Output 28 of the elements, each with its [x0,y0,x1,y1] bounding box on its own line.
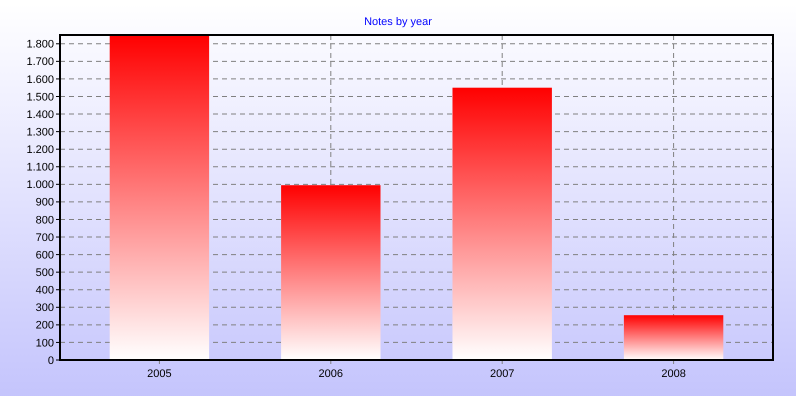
y-tick-label: 1.400 [26,108,54,121]
bar [452,88,552,360]
y-tick-label: 500 [36,267,54,280]
y-tick-label: 300 [36,302,54,314]
y-tick-label: 1.800 [26,38,54,51]
bar [110,35,210,360]
y-tick-label: 1.300 [26,126,54,138]
y-tick-label: 200 [36,320,54,332]
y-tick-label: 1.000 [26,179,54,192]
x-tick-label: 2006 [318,368,344,380]
y-tick-label: 700 [36,232,54,244]
bar [624,315,724,360]
y-tick-label: 1.200 [26,144,54,156]
y-tick-label: 600 [36,249,54,262]
y-tick-label: 1.100 [26,162,54,174]
y-tick-label: 1.600 [26,74,54,86]
y-tick-label: 0 [48,354,54,367]
x-tick-label: 2008 [661,368,686,380]
y-tick-label: 1.500 [26,91,54,104]
y-tick-label: 800 [36,214,54,226]
y-tick-label: 400 [36,284,54,297]
chart-title: Notes by year [364,16,432,28]
y-tick-label: 100 [36,337,54,350]
x-tick-label: 2007 [490,368,514,380]
bar [281,185,381,360]
x-tick-label: 2005 [147,368,172,380]
y-tick-label: 1.700 [26,56,54,68]
y-tick-label: 900 [36,196,54,209]
